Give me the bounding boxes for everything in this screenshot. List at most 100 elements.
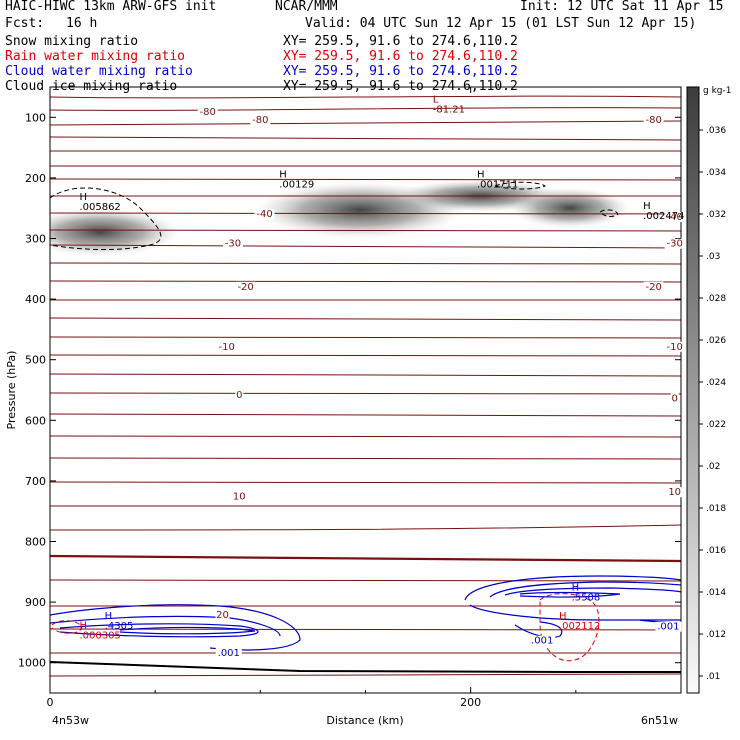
- ice-shading-right: [510, 188, 630, 228]
- colorbar-tick-label: .022: [706, 420, 726, 430]
- y-tick-label: 100: [25, 111, 46, 124]
- isotherm-label: -40: [256, 209, 272, 220]
- isotherm-label: -40: [667, 212, 683, 223]
- colorbar-tick-label: .028: [706, 294, 726, 304]
- terrain-line: [50, 661, 681, 673]
- extremum-marker: H: [572, 582, 580, 593]
- isotherm-label: -10: [219, 342, 235, 353]
- isotherm-label: -80: [252, 115, 268, 126]
- model-title: HAIC-HIWC 13km ARW-GFS init: [5, 0, 217, 14]
- isotherm-label-bg: [664, 212, 685, 223]
- field-name-snow: Snow mixing ratio: [5, 34, 139, 49]
- colorbar-tick-label: .03: [706, 252, 720, 262]
- field-name-rain: Rain water mixing ratio: [5, 49, 186, 64]
- extremum-marker: H: [279, 170, 287, 181]
- colorbar-tick-label: .036: [706, 126, 726, 136]
- contour-labels: -80 -80 -80 -40 -40 -30 -30 -20 -20 -10 -10 0 0 10 10 2…: [79, 94, 685, 659]
- extremum-value: .002474: [643, 211, 684, 222]
- y-tick-label: 1000: [18, 657, 46, 670]
- ice-shading-left: [50, 208, 180, 256]
- extremum-value: .002112: [559, 621, 600, 632]
- isotherm-label-bg: [667, 487, 682, 498]
- x-right-location: 6n51w: [641, 714, 678, 727]
- colorbar-tick-label: .01: [706, 672, 720, 682]
- extremum-value: .4305: [105, 621, 134, 632]
- y-tick-label: 400: [25, 293, 46, 306]
- colorbar-tick-label: .024: [706, 378, 726, 388]
- isotherm-label-bg: [664, 238, 685, 249]
- isotherm-label: 0: [236, 390, 242, 401]
- valid-time: Valid: 04 UTC Sun 12 Apr 15 (01 LST Sun …: [305, 16, 697, 31]
- y-tick-label: 800: [25, 536, 46, 549]
- isotherm-label-bg: [215, 610, 230, 621]
- y-tick-label: 900: [25, 596, 46, 609]
- rain-water-contours: [51, 593, 600, 662]
- colorbar-tick-label: .012: [706, 630, 726, 640]
- extremum-value: .00129: [279, 180, 314, 191]
- isotherm-label-bg: [235, 281, 256, 292]
- isotherm-label-bg: [222, 238, 243, 249]
- extremum-marker: L: [433, 94, 439, 105]
- isotherm-label-bg: [664, 341, 685, 352]
- cloud-ice-contours: [50, 181, 619, 251]
- colorbar-tick-label: .034: [706, 168, 726, 178]
- cloud-water-label: .001: [531, 636, 553, 647]
- isotherm-label-bg: [670, 393, 679, 404]
- colorbar-tick-label: .014: [706, 588, 726, 598]
- colorbar-tick-label: .026: [706, 336, 726, 346]
- y-tick-label: 500: [25, 354, 46, 367]
- y-axis-label: Pressure (hPa): [5, 351, 18, 430]
- colorbar-tick-label: .018: [706, 504, 726, 514]
- isotherms: [50, 95, 681, 677]
- isotherm-label-bg: [643, 281, 664, 292]
- x-axis: 0 200: [47, 87, 577, 709]
- isotherm-label: 20: [216, 610, 229, 621]
- isotherm-label-bg: [250, 115, 271, 126]
- x-tick-label: 200: [460, 696, 481, 709]
- y-tick-label: 700: [25, 475, 46, 488]
- x-axis-label: Distance (km): [326, 714, 403, 727]
- isotherm-label-bg: [197, 107, 218, 118]
- cloud-water-label: .001: [218, 648, 240, 659]
- org-label: NCAR/MMM: [275, 0, 338, 14]
- y-tick-label: 200: [25, 172, 46, 185]
- cloud-water-label: .001: [657, 622, 679, 633]
- fcst-label: Fcst:: [5, 16, 45, 31]
- x-tick-label: 0: [47, 696, 54, 709]
- colorbar-tick-label: .016: [706, 546, 726, 556]
- field-xy-snow: XY= 259.5, 91.6 to 274.6,110.2: [283, 34, 518, 49]
- isotherm-label: -20: [645, 282, 661, 293]
- extremum-value: -81.21: [433, 104, 465, 115]
- isotherm-label-bg: [235, 390, 244, 401]
- cloud-water-contours: [50, 575, 681, 651]
- extremum-marker: H: [559, 611, 567, 622]
- colorbar-tick-label: .02: [706, 462, 720, 472]
- cloud-water-label-bg: [655, 621, 682, 632]
- fcst-value: 16 h: [66, 16, 98, 31]
- isotherm-label: -80: [645, 115, 661, 126]
- freezing-isotherm: [50, 554, 681, 563]
- field-xy-cloud-water: XY= 259.5, 91.6 to 274.6,110.2: [283, 64, 518, 79]
- colorbar: [686, 86, 700, 694]
- extremum-marker: H: [79, 192, 87, 203]
- isotherm-label: -10: [667, 342, 683, 353]
- extremum-marker: H: [643, 201, 651, 212]
- extremum-value: .5508: [572, 592, 601, 603]
- isotherm-label: 0: [672, 393, 678, 404]
- cloud-water-label-bg: [215, 647, 242, 658]
- isotherm-label: -30: [667, 239, 683, 250]
- y-tick-label: 300: [25, 233, 46, 246]
- extremum-marker: H: [477, 170, 485, 181]
- extremum-value: .001711: [477, 180, 518, 191]
- x-left-location: 4n53w: [52, 714, 89, 727]
- y-tick-label: 600: [25, 414, 46, 427]
- isotherm-label: -20: [237, 282, 253, 293]
- extremum-value: .005862: [79, 202, 120, 213]
- colorbar-tick-label: .032: [706, 210, 726, 220]
- cloud-water-label-bg: [529, 635, 556, 646]
- extremum-value: .000305: [79, 630, 120, 641]
- colorbar-unit: g kg-1: [703, 86, 731, 96]
- isotherm-label: 10: [233, 491, 246, 502]
